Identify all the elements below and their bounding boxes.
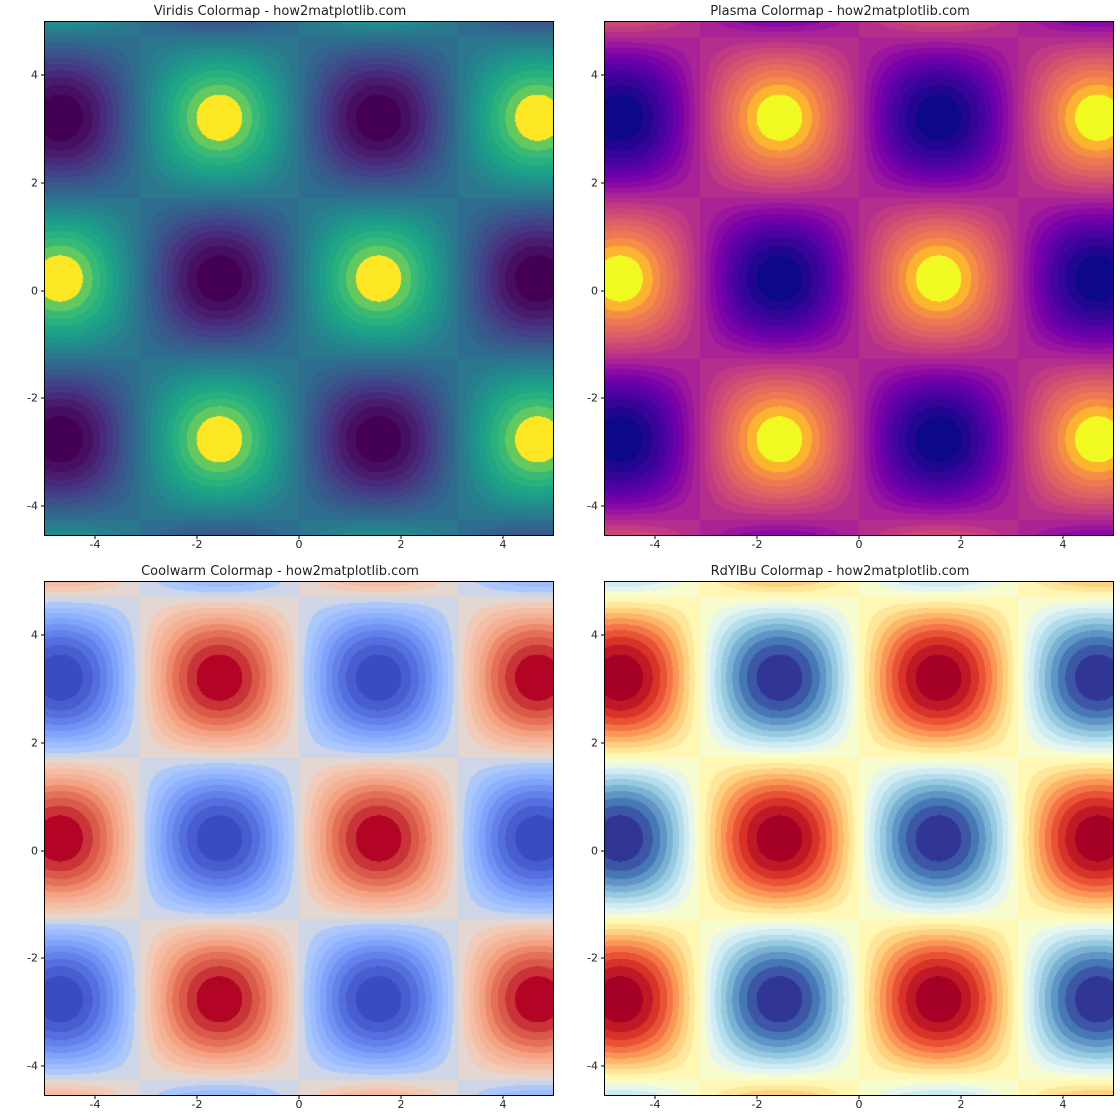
y-tick-label: 4 — [568, 68, 598, 81]
x-tick-label: 0 — [296, 1098, 303, 1111]
y-axis: -4 -2 0 2 4 — [6, 581, 44, 1120]
panel-viridis: Viridis Colormap - how2matplotlib.com -4… — [0, 0, 560, 560]
heatmap-canvas — [45, 22, 553, 535]
y-tick-label: -4 — [8, 500, 38, 513]
heatmap-canvas — [605, 582, 1113, 1095]
x-axis: -4 -2 0 2 4 — [604, 1096, 1114, 1120]
panel-title: Viridis Colormap - how2matplotlib.com — [0, 0, 560, 21]
x-tick-label: -4 — [90, 538, 101, 551]
panel-coolwarm: Coolwarm Colormap - how2matplotlib.com -… — [0, 560, 560, 1120]
x-axis: -4 -2 0 2 4 — [44, 536, 554, 560]
y-tick-label: 0 — [8, 844, 38, 857]
panel-title: RdYlBu Colormap - how2matplotlib.com — [560, 560, 1120, 581]
y-tick-label: 4 — [8, 68, 38, 81]
x-tick-label: -4 — [650, 1098, 661, 1111]
x-tick-label: 4 — [500, 538, 507, 551]
x-axis: -4 -2 0 2 4 — [44, 1096, 554, 1120]
y-tick-label: -2 — [8, 952, 38, 965]
y-tick-label: 2 — [568, 176, 598, 189]
heatmap-canvas — [605, 22, 1113, 535]
y-axis: -4 -2 0 2 4 — [566, 21, 604, 560]
panel-plasma: Plasma Colormap - how2matplotlib.com -4-… — [560, 0, 1120, 560]
y-tick-label: 0 — [8, 284, 38, 297]
x-tick-label: -2 — [192, 538, 203, 551]
panel-title: Coolwarm Colormap - how2matplotlib.com — [0, 560, 560, 581]
axes — [44, 581, 554, 1096]
panel-rdylbu: RdYlBu Colormap - how2matplotlib.com -4-… — [560, 560, 1120, 1120]
x-tick-label: -4 — [90, 1098, 101, 1111]
x-tick-label: -2 — [192, 1098, 203, 1111]
figure-grid: Viridis Colormap - how2matplotlib.com -4… — [0, 0, 1120, 1120]
y-tick-label: 2 — [8, 736, 38, 749]
y-tick-label: 2 — [8, 176, 38, 189]
x-tick-label: 2 — [958, 1098, 965, 1111]
y-tick-label: 0 — [568, 844, 598, 857]
x-tick-label: -2 — [752, 538, 763, 551]
x-tick-label: 2 — [398, 1098, 405, 1111]
x-tick-label: 2 — [958, 538, 965, 551]
plot-area: -4 -2 0 2 4 -4 -2 0 2 4 — [0, 21, 560, 560]
x-tick-label: 0 — [856, 1098, 863, 1111]
y-axis: -4 -2 0 2 4 — [6, 21, 44, 560]
plot-area: -4 -2 0 2 4 -4 -2 0 2 4 — [560, 581, 1120, 1120]
axes — [604, 581, 1114, 1096]
x-tick-label: -4 — [650, 538, 661, 551]
x-tick-label: 0 — [296, 538, 303, 551]
heatmap-canvas — [45, 582, 553, 1095]
axes — [44, 21, 554, 536]
y-tick-label: -2 — [568, 392, 598, 405]
x-tick-label: 4 — [500, 1098, 507, 1111]
panel-title: Plasma Colormap - how2matplotlib.com — [560, 0, 1120, 21]
x-tick-label: 4 — [1060, 1098, 1067, 1111]
y-tick-label: 4 — [8, 628, 38, 641]
plot-area: -4 -2 0 2 4 -4 -2 0 2 4 — [560, 21, 1120, 560]
y-tick-label: -2 — [568, 952, 598, 965]
y-tick-label: 2 — [568, 736, 598, 749]
x-tick-label: 4 — [1060, 538, 1067, 551]
y-axis: -4 -2 0 2 4 — [566, 581, 604, 1120]
x-tick-label: -2 — [752, 1098, 763, 1111]
x-tick-label: 0 — [856, 538, 863, 551]
x-axis: -4 -2 0 2 4 — [604, 536, 1114, 560]
y-tick-label: -4 — [568, 500, 598, 513]
y-tick-label: 0 — [568, 284, 598, 297]
axes — [604, 21, 1114, 536]
y-tick-label: -2 — [8, 392, 38, 405]
y-tick-label: -4 — [8, 1060, 38, 1073]
x-tick-label: 2 — [398, 538, 405, 551]
y-tick-label: -4 — [568, 1060, 598, 1073]
y-tick-label: 4 — [568, 628, 598, 641]
plot-area: -4 -2 0 2 4 -4 -2 0 2 4 — [0, 581, 560, 1120]
